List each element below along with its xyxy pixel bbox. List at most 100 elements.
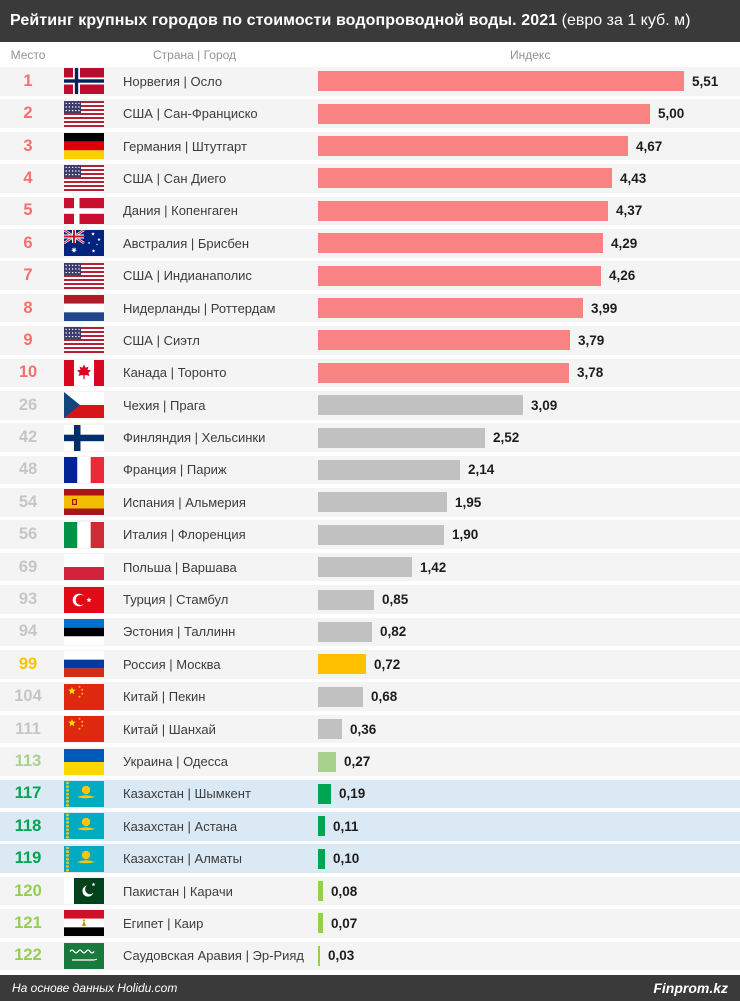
value-label: 0,08 <box>331 883 358 899</box>
rank-number: 48 <box>18 460 38 479</box>
table-row: 69 Польша | Варшава 1,42 <box>0 552 740 582</box>
value-label: 3,09 <box>531 397 558 413</box>
country-city-label: Польша | Варшава <box>123 559 237 575</box>
bar-cell: 4,67 <box>318 136 662 157</box>
bar-cell: 0,10 <box>318 848 360 869</box>
country-city-label: Испания | Альмерия <box>123 494 246 510</box>
table-row: 94 Эстония | Таллинн 0,82 <box>0 617 740 647</box>
table-row: 48 Франция | Париж 2,14 <box>0 455 740 485</box>
flag-usa-icon <box>64 100 104 127</box>
country-city-label: Нидерланды | Роттердам <box>123 300 276 316</box>
column-header-rank: Место <box>10 48 46 62</box>
table-row: 26 Чехия | Прага 3,09 <box>0 390 740 420</box>
value-bar <box>318 330 570 351</box>
rank-number: 121 <box>14 913 42 932</box>
value-bar <box>318 848 325 869</box>
table-row: 117 Казахстан | Шымкент 0,19 <box>0 779 740 809</box>
country-city-label: Казахстан | Алматы <box>123 851 242 867</box>
value-bar <box>318 589 374 610</box>
value-bar <box>318 621 372 642</box>
table-row: 3 Германия | Штутгарт 4,67 <box>0 131 740 161</box>
flag-canada-icon <box>64 359 104 386</box>
flag-italy-icon <box>64 521 104 548</box>
table-row: 1 Норвегия | Осло 5,51 <box>0 67 740 96</box>
value-bar <box>318 395 523 416</box>
rank-number: 56 <box>18 525 38 544</box>
flag-germany-icon <box>64 133 104 160</box>
value-label: 0,19 <box>339 786 366 802</box>
bar-cell: 5,00 <box>318 103 684 124</box>
table-row: 113 Украина | Одесса 0,27 <box>0 747 740 776</box>
value-bar <box>318 524 444 545</box>
bar-cell: 0,03 <box>318 945 355 966</box>
table-row: 121 Египет | Каир 0,07 <box>0 909 740 938</box>
bar-cell: 4,43 <box>318 168 646 189</box>
bar-cell: 0,19 <box>318 783 366 804</box>
value-label: 2,14 <box>468 462 495 478</box>
flag-estonia-icon <box>64 618 104 645</box>
value-bar <box>318 751 336 772</box>
value-label: 3,99 <box>591 300 618 316</box>
country-city-label: Пакистан | Карачи <box>123 883 233 899</box>
value-label: 0,11 <box>333 818 359 834</box>
value-label: 5,51 <box>692 73 719 89</box>
table-row: 2 США | Сан-Франциско 5,00 <box>0 99 740 128</box>
table-row: 9 США | Сиэтл 3,79 <box>0 326 740 355</box>
value-label: 1,90 <box>452 527 479 543</box>
value-label: 0,03 <box>328 948 355 964</box>
rank-number: 94 <box>18 622 38 641</box>
value-bar <box>318 686 363 707</box>
bar-cell: 3,99 <box>318 298 618 319</box>
value-bar <box>318 265 601 286</box>
value-bar <box>318 492 447 513</box>
bar-cell: 0,08 <box>318 881 358 902</box>
bar-cell: 3,78 <box>318 362 603 383</box>
bar-cell: 2,52 <box>318 427 519 448</box>
value-bar <box>318 816 325 837</box>
flag-poland-icon <box>64 554 104 581</box>
flag-finland-icon <box>64 424 104 451</box>
rank-number: 111 <box>15 719 41 738</box>
value-label: 0,10 <box>333 851 360 867</box>
column-header-country: Страна | Город <box>153 48 237 62</box>
page-title: Рейтинг крупных городов по стоимости вод… <box>10 12 558 29</box>
table-row: 56 Италия | Флоренция 1,90 <box>0 520 740 550</box>
value-label: 1,42 <box>420 559 447 575</box>
rank-number: 120 <box>14 881 42 900</box>
rank-number: 122 <box>14 946 42 965</box>
column-header-index: Индекс <box>510 48 551 62</box>
table-row: 10 Канада | Торонто 3,78 <box>0 358 740 388</box>
value-bar <box>318 654 366 675</box>
flag-pakistan-icon <box>64 878 104 905</box>
rank-number: 69 <box>18 557 38 576</box>
rank-number: 42 <box>18 428 38 447</box>
flag-france-icon <box>64 456 104 483</box>
rank-number: 6 <box>23 233 33 252</box>
value-bar <box>318 719 342 740</box>
table-row: 120 Пакистан | Карачи 0,08 <box>0 876 740 906</box>
flag-usa-icon <box>64 327 104 354</box>
country-city-label: США | Сиэтл <box>123 332 200 348</box>
value-label: 0,27 <box>344 754 371 769</box>
table-row: 42 Финляндия | Хельсинки 2,52 <box>0 423 740 452</box>
bar-cell: 0,07 <box>318 913 357 934</box>
country-city-label: Китай | Пекин <box>123 689 206 705</box>
bar-cell: 0,11 <box>318 816 359 837</box>
ranking-table: 1 Норвегия | Осло 5,51 2 США | Сан-Франциско… <box>0 67 740 974</box>
rank-number: 5 <box>23 201 33 220</box>
rank-number: 117 <box>14 784 42 803</box>
rank-number: 9 <box>23 330 33 349</box>
value-bar <box>318 881 323 902</box>
country-city-label: Финляндия | Хельсинки <box>123 430 266 446</box>
value-label: 0,82 <box>380 624 407 640</box>
country-city-label: Россия | Москва <box>123 656 221 672</box>
flag-denmark-icon <box>64 197 104 224</box>
value-bar <box>318 71 684 92</box>
country-city-label: США | Сан-Франциско <box>123 106 258 122</box>
flag-norway-icon <box>64 68 104 95</box>
table-row: 119 Казахстан | Алматы 0,10 <box>0 844 740 873</box>
bar-cell: 0,82 <box>318 621 407 642</box>
flag-kazakhstan-icon <box>64 845 104 872</box>
rank-number: 7 <box>23 266 33 285</box>
